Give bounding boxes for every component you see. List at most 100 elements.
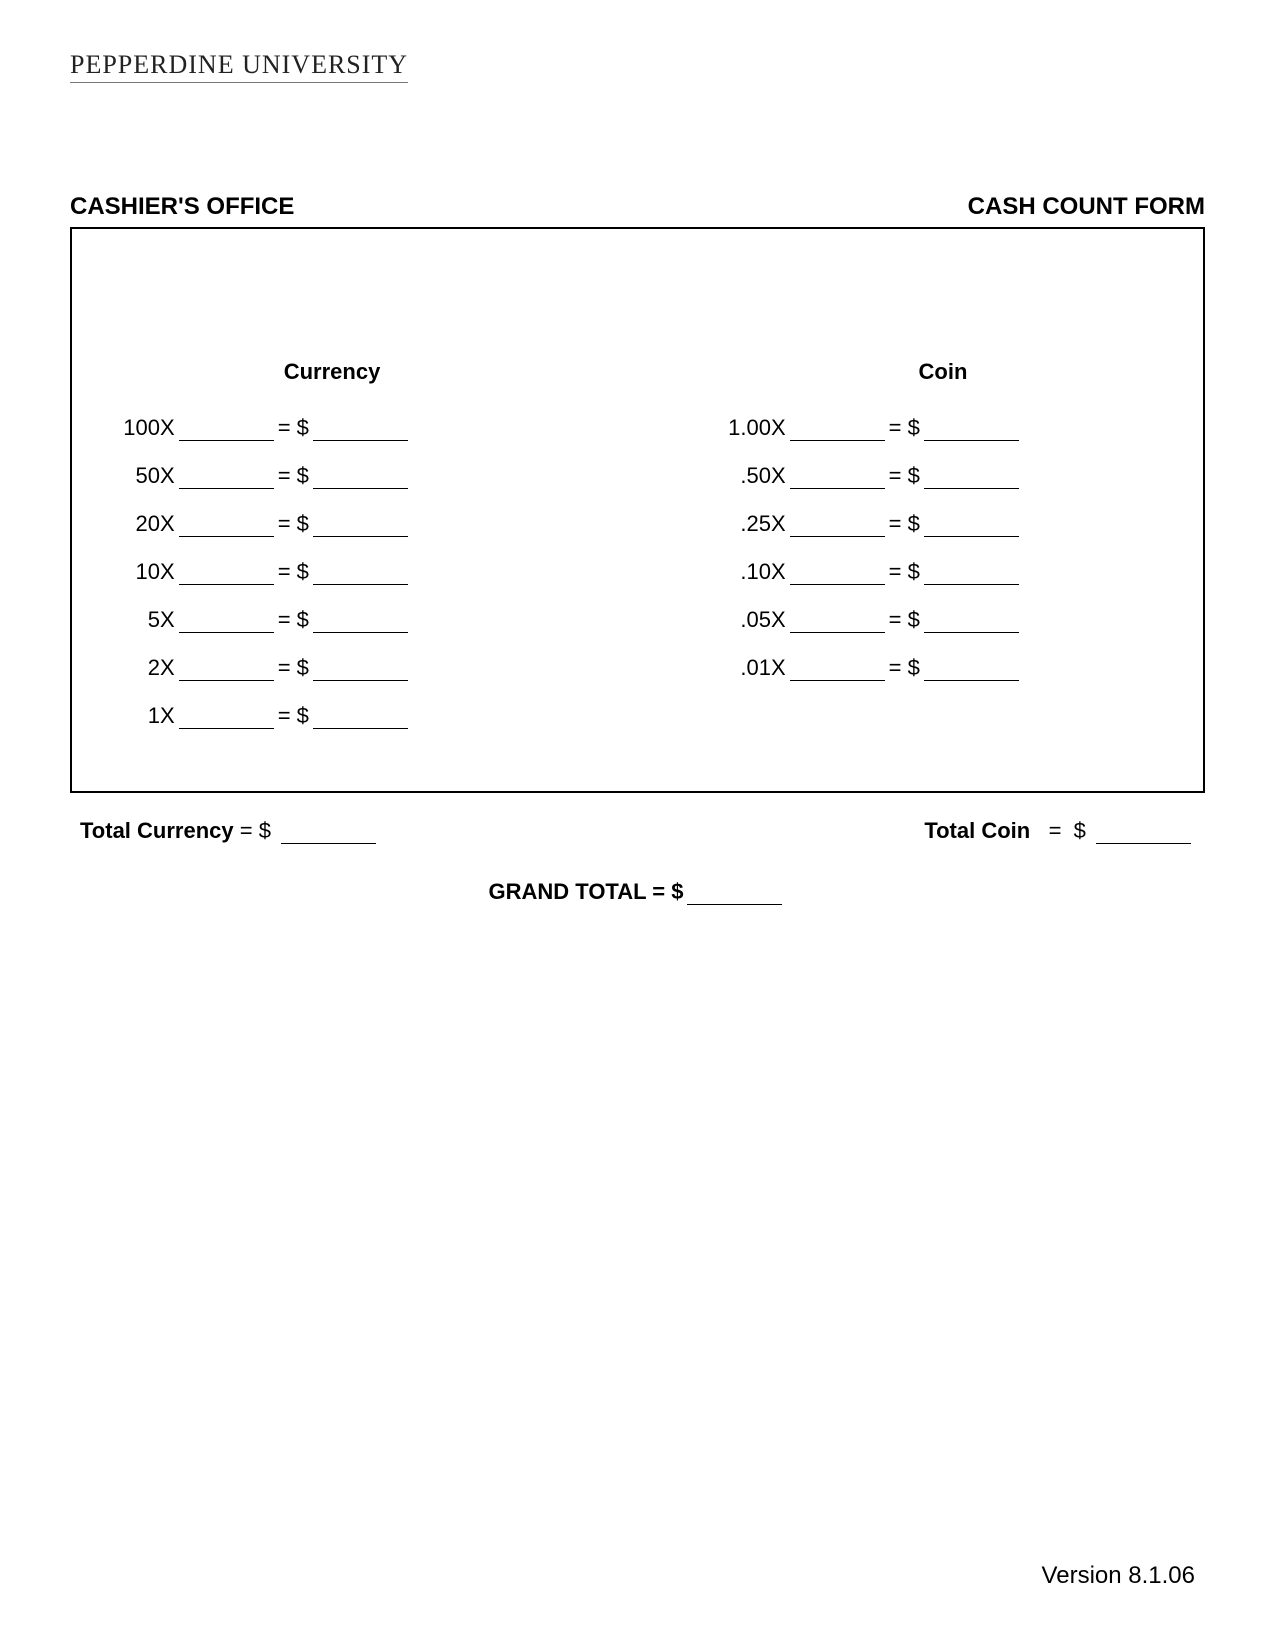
- equals-dollar: = $: [889, 463, 920, 489]
- multiply-symbol: X: [771, 559, 786, 585]
- coin-amount-blank[interactable]: [924, 661, 1019, 681]
- currency-denom-label: 100: [100, 415, 160, 441]
- grand-total-blank[interactable]: [687, 885, 782, 905]
- equals-dollar: = $: [234, 818, 277, 844]
- currency-denom-label: 2: [100, 655, 160, 681]
- total-currency-label: Total Currency: [80, 818, 234, 844]
- header-left: CASHIER'S OFFICE: [70, 193, 294, 221]
- currency-amount-blank[interactable]: [313, 661, 408, 681]
- currency-denom-label: 10: [100, 559, 160, 585]
- coin-title: Coin: [703, 359, 1183, 385]
- university-name: PEPPERDINE UNIVERSITY: [70, 50, 408, 83]
- coin-denom-label: .50: [711, 463, 771, 489]
- multiply-symbol: X: [160, 607, 175, 633]
- currency-denom-label: 50: [100, 463, 160, 489]
- multiply-symbol: X: [160, 511, 175, 537]
- currency-rows: 100 X = $ 50 X = $ 20 X = $ 10 X = $ 5 X…: [92, 415, 572, 729]
- currency-denom-label: 1: [100, 703, 160, 729]
- currency-row: 1 X = $: [92, 703, 572, 729]
- currency-row: 2 X = $: [92, 655, 572, 681]
- coin-denom-label: .05: [711, 607, 771, 633]
- multiply-symbol: X: [160, 559, 175, 585]
- coin-count-blank[interactable]: [790, 613, 885, 633]
- currency-count-blank[interactable]: [179, 469, 274, 489]
- currency-amount-blank[interactable]: [313, 469, 408, 489]
- currency-count-blank[interactable]: [179, 661, 274, 681]
- header-right: CASH COUNT FORM: [968, 193, 1205, 221]
- coin-row: .10 X = $: [703, 559, 1183, 585]
- totals-row: Total Currency = $ Total Coin = $: [70, 818, 1205, 844]
- currency-count-blank[interactable]: [179, 517, 274, 537]
- currency-row: 100 X = $: [92, 415, 572, 441]
- total-coin-blank[interactable]: [1096, 824, 1191, 844]
- coin-row: .50 X = $: [703, 463, 1183, 489]
- coin-amount-blank[interactable]: [924, 421, 1019, 441]
- equals-dollar: = $: [1030, 818, 1092, 844]
- multiply-symbol: X: [771, 463, 786, 489]
- currency-amount-blank[interactable]: [313, 421, 408, 441]
- total-currency-blank[interactable]: [281, 824, 376, 844]
- currency-amount-blank[interactable]: [313, 517, 408, 537]
- coin-count-blank[interactable]: [790, 517, 885, 537]
- currency-denom-label: 20: [100, 511, 160, 537]
- coin-row: .25 X = $: [703, 511, 1183, 537]
- currency-denom-label: 5: [100, 607, 160, 633]
- total-currency: Total Currency = $: [80, 818, 380, 844]
- total-coin: Total Coin = $: [924, 818, 1195, 844]
- coin-amount-blank[interactable]: [924, 517, 1019, 537]
- equals-dollar: = $: [278, 559, 309, 585]
- multiply-symbol: X: [771, 511, 786, 537]
- equals-dollar: = $: [889, 415, 920, 441]
- coin-denom-label: .01: [711, 655, 771, 681]
- equals-dollar: = $: [278, 463, 309, 489]
- coin-denom-label: 1.00: [711, 415, 771, 441]
- currency-row: 20 X = $: [92, 511, 572, 537]
- columns-wrapper: Currency 100 X = $ 50 X = $ 20 X = $ 10 …: [92, 359, 1183, 751]
- form-header: CASHIER'S OFFICE CASH COUNT FORM: [70, 193, 1205, 221]
- multiply-symbol: X: [160, 703, 175, 729]
- multiply-symbol: X: [771, 607, 786, 633]
- currency-count-blank[interactable]: [179, 565, 274, 585]
- coin-amount-blank[interactable]: [924, 469, 1019, 489]
- equals-dollar: = $: [278, 703, 309, 729]
- multiply-symbol: X: [160, 655, 175, 681]
- currency-count-blank[interactable]: [179, 709, 274, 729]
- equals-dollar: = $: [889, 559, 920, 585]
- currency-amount-blank[interactable]: [313, 613, 408, 633]
- multiply-symbol: X: [771, 655, 786, 681]
- coin-count-blank[interactable]: [790, 565, 885, 585]
- version-label: Version 8.1.06: [1042, 1562, 1195, 1590]
- currency-amount-blank[interactable]: [313, 565, 408, 585]
- equals-dollar: = $: [278, 655, 309, 681]
- equals-dollar: = $: [889, 511, 920, 537]
- coin-rows: 1.00 X = $ .50 X = $ .25 X = $ .10 X = $…: [703, 415, 1183, 681]
- coin-denom-label: .10: [711, 559, 771, 585]
- grand-total-row: GRAND TOTAL = $: [70, 879, 1205, 905]
- coin-count-blank[interactable]: [790, 469, 885, 489]
- equals-dollar: = $: [889, 607, 920, 633]
- coin-row: .01 X = $: [703, 655, 1183, 681]
- multiply-symbol: X: [771, 415, 786, 441]
- currency-row: 5 X = $: [92, 607, 572, 633]
- coin-row: 1.00 X = $: [703, 415, 1183, 441]
- coin-count-blank[interactable]: [790, 421, 885, 441]
- coin-row: .05 X = $: [703, 607, 1183, 633]
- coin-denom-label: .25: [711, 511, 771, 537]
- equals-dollar: = $: [889, 655, 920, 681]
- total-coin-label: Total Coin: [924, 818, 1030, 844]
- equals-dollar: = $: [278, 607, 309, 633]
- currency-amount-blank[interactable]: [313, 709, 408, 729]
- currency-count-blank[interactable]: [179, 421, 274, 441]
- currency-count-blank[interactable]: [179, 613, 274, 633]
- currency-row: 10 X = $: [92, 559, 572, 585]
- coin-count-blank[interactable]: [790, 661, 885, 681]
- coin-amount-blank[interactable]: [924, 565, 1019, 585]
- form-box: Currency 100 X = $ 50 X = $ 20 X = $ 10 …: [70, 227, 1205, 793]
- coin-amount-blank[interactable]: [924, 613, 1019, 633]
- currency-column: Currency 100 X = $ 50 X = $ 20 X = $ 10 …: [92, 359, 572, 751]
- grand-total-label: GRAND TOTAL = $: [489, 879, 684, 905]
- equals-dollar: = $: [278, 511, 309, 537]
- multiply-symbol: X: [160, 415, 175, 441]
- multiply-symbol: X: [160, 463, 175, 489]
- currency-row: 50 X = $: [92, 463, 572, 489]
